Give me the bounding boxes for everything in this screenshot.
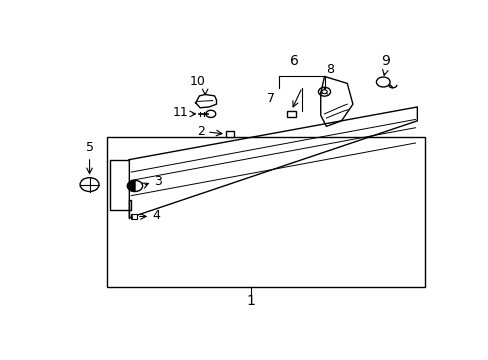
Text: 10: 10	[189, 75, 205, 87]
Text: 9: 9	[380, 54, 389, 68]
Polygon shape	[127, 180, 135, 192]
Text: 7: 7	[267, 92, 275, 105]
Bar	[106, 138, 424, 287]
Text: 11: 11	[172, 106, 188, 119]
Text: 5: 5	[85, 141, 93, 154]
Circle shape	[321, 90, 326, 94]
Text: 3: 3	[154, 175, 162, 188]
Text: 4: 4	[152, 208, 160, 221]
Text: 6: 6	[289, 54, 298, 68]
Bar	[131, 214, 137, 219]
Text: 1: 1	[245, 294, 255, 308]
Text: 8: 8	[326, 63, 334, 76]
Bar	[286, 111, 296, 117]
Text: 2: 2	[197, 125, 205, 138]
Bar	[225, 131, 234, 137]
